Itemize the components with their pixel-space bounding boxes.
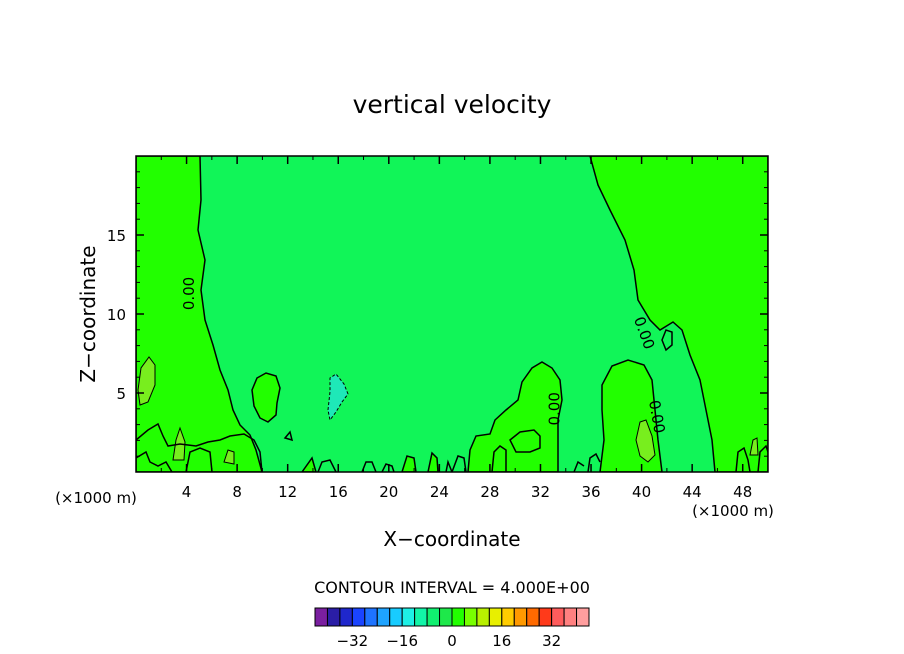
x-tick-label: 8 — [232, 483, 242, 501]
contour-interval-text: CONTOUR INTERVAL = 4.000E+00 — [314, 578, 590, 597]
colorbar-swatch — [364, 607, 378, 627]
colorbar-swatch — [389, 607, 403, 627]
y-axis: 5 10 15 — [107, 171, 768, 457]
colorbar-tick-label: 32 — [542, 632, 561, 650]
x-tick-label: 12 — [278, 483, 297, 501]
x-tick-label: 36 — [581, 483, 600, 501]
x-tick-label: 48 — [733, 483, 752, 501]
positive-blob — [427, 451, 439, 472]
colorbar-swatch — [451, 607, 465, 627]
x-unit-left: (×1000 m) — [55, 489, 137, 507]
positive-region-left — [136, 156, 263, 472]
strong-positive-patch — [749, 437, 759, 456]
colorbar-swatch — [401, 607, 416, 627]
y-tick-label: 10 — [107, 306, 126, 324]
x-tick-label: 4 — [182, 483, 192, 501]
colorbar-swatch — [576, 607, 590, 627]
colorbar-swatch — [414, 607, 428, 627]
positive-bump — [467, 361, 563, 472]
colorbar-swatch — [513, 607, 528, 627]
x-tick-label: 28 — [480, 483, 499, 501]
positive-region-right — [589, 156, 768, 472]
colorbar-swatch — [551, 607, 565, 627]
colorbar-swatch — [526, 607, 540, 627]
colorbar-tick-label: −16 — [386, 632, 418, 650]
colorbar-swatch — [314, 607, 328, 627]
colorbar-swatch — [563, 607, 578, 627]
positive-blob — [401, 455, 417, 472]
colorbar-swatch — [476, 607, 490, 627]
colorbar-swatch — [488, 607, 503, 627]
x-unit-right: (×1000 m) — [692, 502, 774, 520]
colorbar-swatch — [501, 607, 515, 627]
positive-blob — [251, 372, 281, 423]
colorbar-swatch — [463, 607, 478, 627]
x-tick-label: 16 — [329, 483, 348, 501]
contour-label: 0.00 — [645, 399, 669, 435]
colorbar-swatch — [376, 607, 391, 627]
colorbar-tick-label: 16 — [492, 632, 511, 650]
x-tick-label: 24 — [430, 483, 449, 501]
contour-lines — [136, 329, 768, 472]
colorbar-swatch — [439, 607, 453, 627]
x-axis-label: X−coordinate — [383, 527, 520, 551]
colorbar-ticks: −32 −16 0 16 32 — [337, 632, 562, 650]
y-tick-label: 5 — [116, 385, 126, 403]
x-tick-label: 40 — [632, 483, 651, 501]
colorbar-tick-label: −32 — [337, 632, 369, 650]
x-axis: 4 8 12 16 20 24 28 32 36 40 44 48 — [160, 156, 752, 501]
colorbar-swatch — [326, 607, 341, 627]
contour-label: 0.00 — [180, 277, 198, 310]
strong-positive-patch — [635, 419, 656, 463]
strong-positive-patch — [223, 449, 235, 465]
colorbar — [314, 607, 590, 627]
negative-patch — [327, 373, 349, 422]
chart-title: vertical velocity — [353, 90, 552, 119]
colorbar-swatch — [339, 607, 353, 627]
colorbar-swatch — [351, 607, 366, 627]
x-tick-label: 44 — [683, 483, 702, 501]
contour-label: 0.00 — [545, 392, 563, 425]
x-tick-label: 32 — [531, 483, 550, 501]
colorbar-swatch — [426, 607, 441, 627]
colorbar-tick-label: 0 — [447, 632, 457, 650]
x-tick-label: 20 — [379, 483, 398, 501]
y-tick-label: 15 — [107, 227, 126, 245]
colorbar-swatch — [538, 607, 553, 627]
y-axis-label: Z−coordinate — [76, 245, 100, 382]
plot-area: 0.000.000.000.00 — [136, 156, 768, 472]
